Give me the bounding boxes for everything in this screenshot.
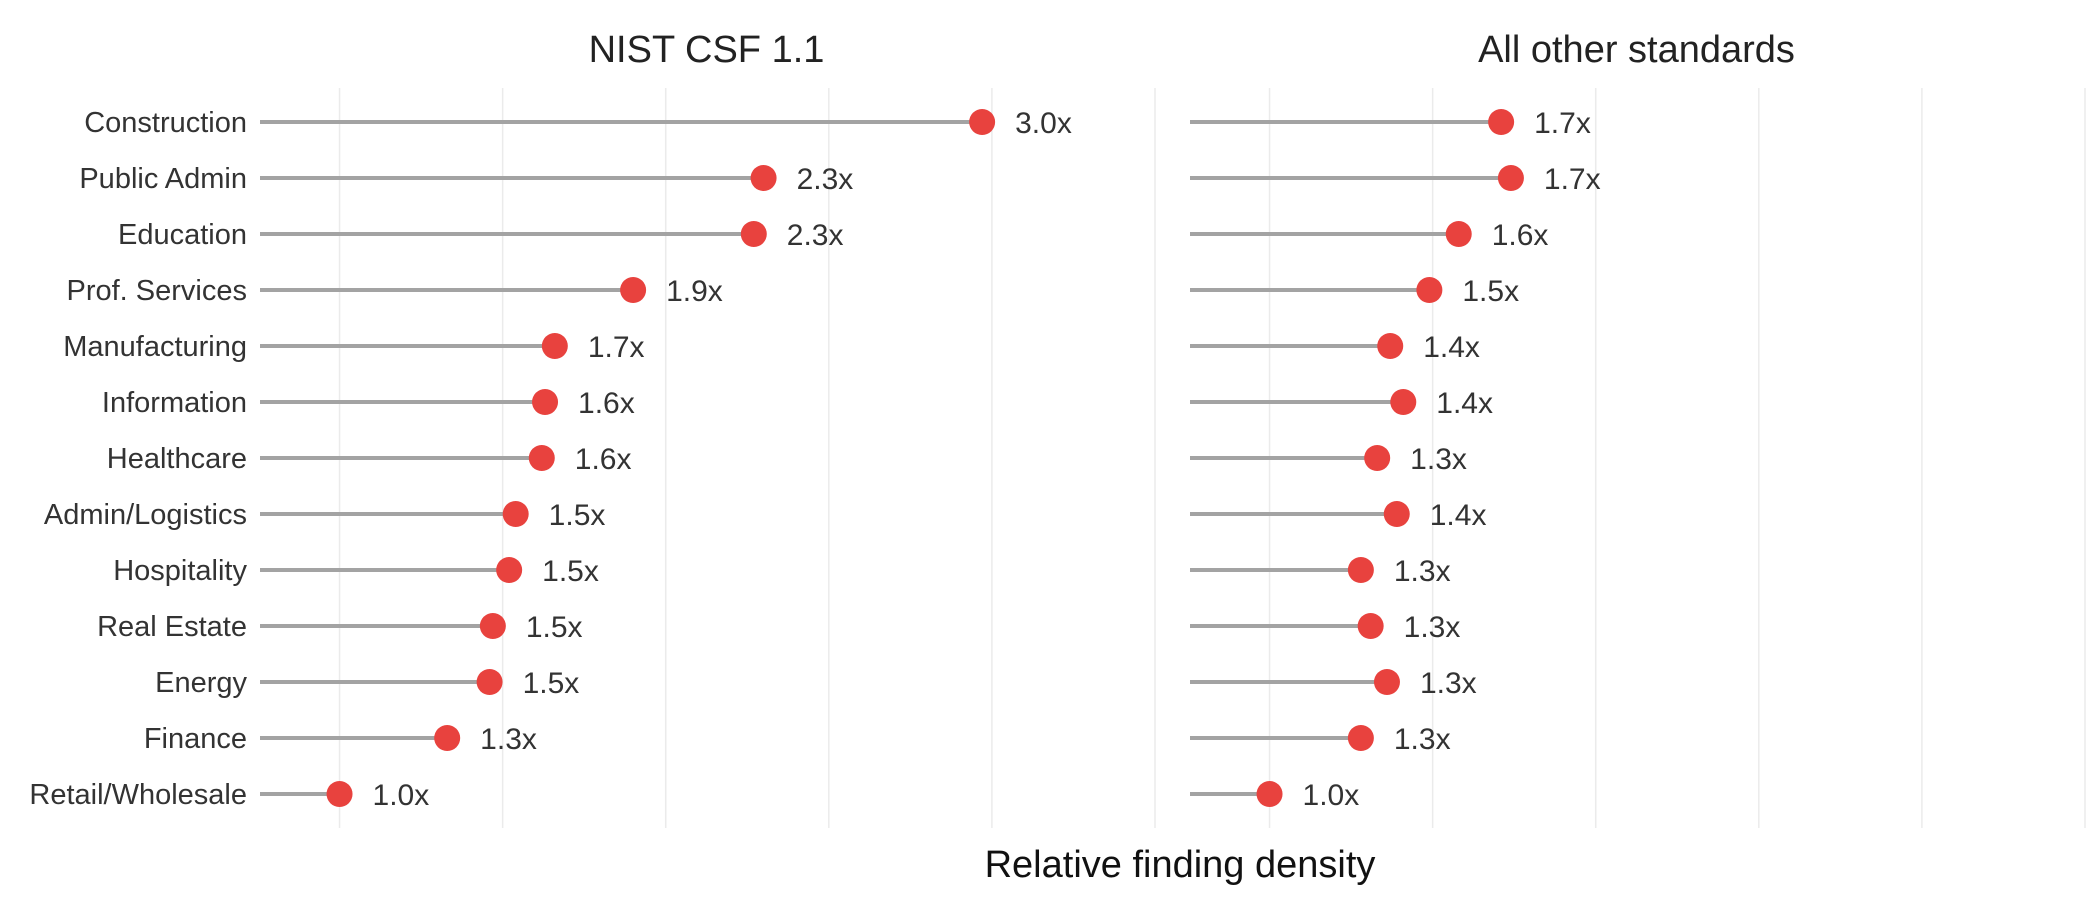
point-p2-0 — [1488, 109, 1515, 135]
value-label-p2-2: 1.6x — [1492, 219, 1549, 252]
point-p1-5 — [532, 389, 559, 415]
point-p2-11 — [1347, 725, 1374, 751]
point-p2-4 — [1377, 333, 1404, 359]
point-p1-9 — [479, 613, 506, 639]
value-label-p1-11: 1.3x — [480, 723, 537, 756]
value-label-p2-6: 1.3x — [1410, 443, 1467, 476]
value-label-p1-2: 2.3x — [787, 219, 844, 252]
point-p2-5 — [1390, 389, 1417, 415]
value-label-p2-10: 1.3x — [1420, 667, 1477, 700]
point-p2-6 — [1364, 445, 1391, 471]
point-p2-7 — [1383, 501, 1410, 527]
category-label-10: Energy — [155, 667, 247, 699]
value-label-p2-5: 1.4x — [1436, 387, 1493, 420]
grid-layer — [338, 88, 2086, 828]
value-label-p1-10: 1.5x — [523, 667, 580, 700]
category-label-11: Finance — [144, 723, 247, 755]
point-p1-0 — [969, 109, 996, 135]
value-label-p2-12: 1.0x — [1303, 779, 1360, 812]
value-label-p1-5: 1.6x — [578, 387, 635, 420]
point-p1-10 — [476, 669, 503, 695]
panel-title-1: NIST CSF 1.1 — [589, 29, 825, 71]
point-p1-3 — [620, 277, 647, 303]
point-p2-10 — [1373, 669, 1400, 695]
point-p1-4 — [541, 333, 568, 359]
points-layer — [326, 109, 1524, 807]
category-label-3: Prof. Services — [67, 275, 248, 307]
value-label-p2-4: 1.4x — [1423, 331, 1480, 364]
value-label-p2-0: 1.7x — [1534, 107, 1591, 140]
value-label-p1-6: 1.6x — [575, 443, 632, 476]
value-label-p2-9: 1.3x — [1404, 611, 1461, 644]
x-axis-title: Relative finding density — [985, 844, 1376, 886]
point-p1-12 — [326, 781, 353, 807]
category-label-5: Information — [102, 387, 247, 419]
panel-title-2: All other standards — [1478, 29, 1795, 71]
point-p2-12 — [1256, 781, 1283, 807]
point-p2-3 — [1416, 277, 1443, 303]
value-label-p2-7: 1.4x — [1430, 499, 1487, 532]
point-p1-7 — [502, 501, 529, 527]
point-p2-1 — [1497, 165, 1524, 191]
point-p2-9 — [1357, 613, 1384, 639]
category-label-8: Hospitality — [113, 555, 247, 587]
category-label-1: Public Admin — [79, 163, 247, 195]
value-label-p1-4: 1.7x — [588, 331, 645, 364]
value-label-p2-11: 1.3x — [1394, 723, 1451, 756]
category-label-6: Healthcare — [107, 443, 247, 475]
category-label-4: Manufacturing — [63, 331, 247, 363]
value-label-p1-0: 3.0x — [1015, 107, 1072, 140]
category-label-9: Real Estate — [97, 611, 247, 643]
category-label-7: Admin/Logistics — [44, 499, 247, 531]
value-label-p1-3: 1.9x — [666, 275, 723, 308]
value-label-p2-8: 1.3x — [1394, 555, 1451, 588]
point-p2-8 — [1347, 557, 1374, 583]
stems-layer — [260, 120, 1511, 796]
value-label-p1-7: 1.5x — [549, 499, 606, 532]
point-p1-11 — [434, 725, 461, 751]
point-p1-1 — [750, 165, 777, 191]
category-label-12: Retail/Wholesale — [29, 779, 247, 811]
value-label-p2-3: 1.5x — [1462, 275, 1519, 308]
point-p2-2 — [1445, 221, 1472, 247]
category-label-2: Education — [118, 219, 247, 251]
labels-layer: NIST CSF 1.1 3.0x 2.3x 2.3x 1.9x 1.7x 1.6x 1.6x… — [29, 29, 1795, 812]
point-p1-2 — [740, 221, 767, 247]
point-p1-8 — [496, 557, 523, 583]
category-label-0: Construction — [84, 107, 247, 139]
value-label-p1-1: 2.3x — [797, 163, 854, 196]
value-label-p1-9: 1.5x — [526, 611, 583, 644]
value-label-p2-1: 1.7x — [1544, 163, 1601, 196]
value-label-p1-8: 1.5x — [542, 555, 599, 588]
point-p1-6 — [528, 445, 555, 471]
value-label-p1-12: 1.0x — [373, 779, 430, 812]
